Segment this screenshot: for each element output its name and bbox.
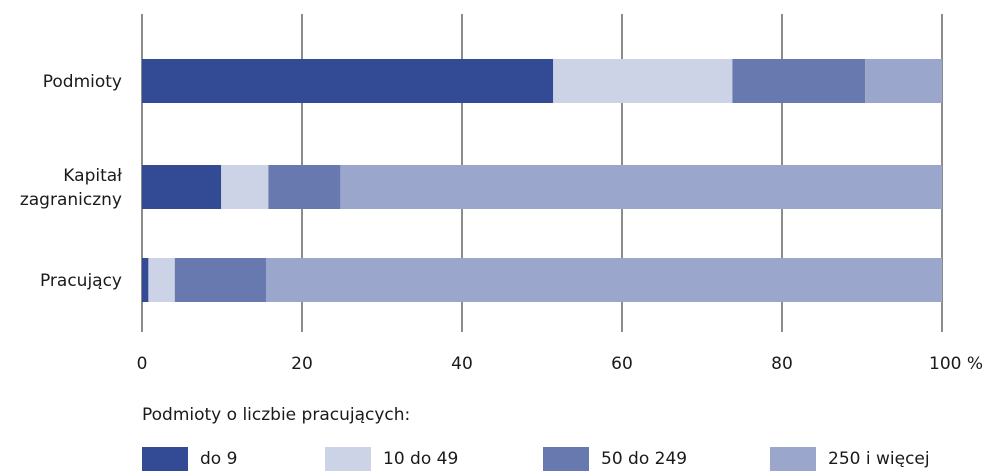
bar-segment — [221, 165, 269, 209]
bar-segment — [148, 258, 175, 302]
x-tick-labels: 0 20 40 60 80 100 % — [137, 354, 983, 374]
category-label: Pracujący — [40, 271, 122, 291]
legend-swatch — [325, 447, 371, 471]
legend-title: Podmioty o liczbie pracujących: — [142, 405, 411, 425]
bar-segment — [732, 59, 866, 103]
x-tick-label: 60 — [611, 354, 633, 374]
x-tick-label: 0 — [137, 354, 148, 374]
legend-item: 10 do 49 — [325, 447, 458, 471]
legend-item: do 9 — [142, 447, 237, 471]
legend-label: do 9 — [200, 449, 238, 469]
legend-swatch — [543, 447, 589, 471]
legend-swatch — [770, 447, 816, 471]
legend-label: 50 do 249 — [601, 449, 688, 469]
stacked-bar-chart: Podmioty Kapitał zagraniczny Pracujący 0 20 4… — [20, 14, 983, 374]
legend-item: 50 do 249 — [543, 447, 687, 471]
bar-segment — [142, 258, 149, 302]
legend-swatch — [142, 447, 188, 471]
legend-label: 10 do 49 — [383, 449, 459, 469]
x-tick-label: 100 % — [929, 354, 983, 374]
bar-segment — [865, 59, 942, 103]
bar-segment — [142, 59, 554, 103]
x-tick-label: 40 — [451, 354, 473, 374]
bar-segment — [340, 165, 942, 209]
bar-segment — [142, 165, 222, 209]
bar-segment — [553, 59, 733, 103]
legend-label: 250 i więcej — [828, 449, 930, 469]
legend-item: 250 i więcej — [770, 447, 930, 471]
bar-segment — [266, 258, 942, 302]
bar-segment — [174, 258, 266, 302]
category-labels: Podmioty Kapitał zagraniczny Pracujący — [20, 72, 122, 291]
legend: do 9 10 do 49 50 do 249 250 i więcej — [142, 447, 984, 472]
bar-segment — [268, 165, 341, 209]
category-label: Kapitał zagraniczny — [20, 166, 122, 210]
category-label: Podmioty — [43, 72, 122, 92]
x-tick-label: 20 — [291, 354, 313, 374]
bars — [142, 59, 942, 302]
x-tick-label: 80 — [771, 354, 793, 374]
